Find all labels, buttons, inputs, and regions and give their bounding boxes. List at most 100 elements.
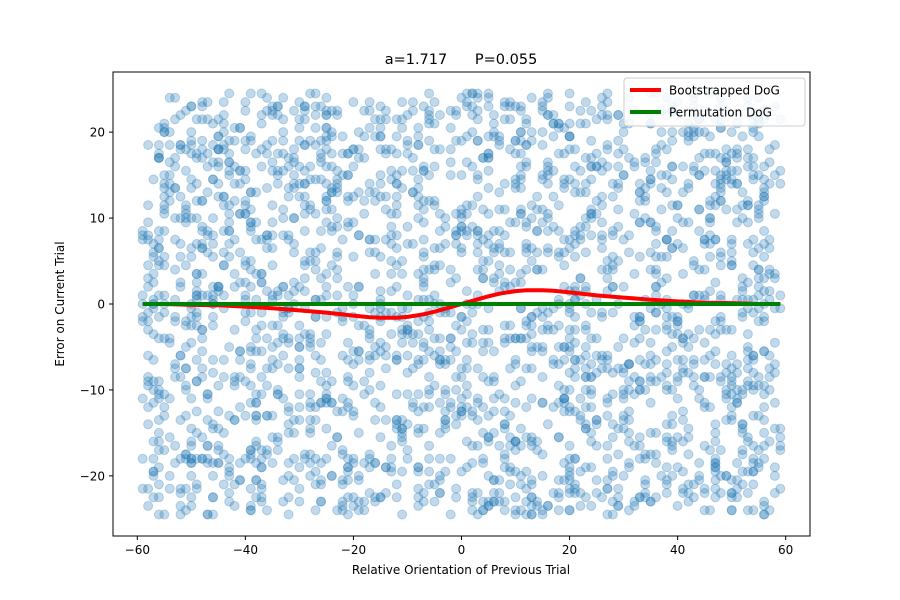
scatter-point (440, 238, 451, 249)
scatter-point (607, 509, 618, 520)
scatter-point (559, 178, 570, 189)
scatter-point (661, 234, 672, 245)
scatter-point (645, 427, 656, 438)
scatter-point (699, 165, 710, 176)
scatter-point (553, 492, 564, 503)
scatter-point (597, 92, 607, 103)
scatter-point (213, 281, 224, 292)
scatter-point (359, 376, 370, 387)
scatter-point (661, 359, 672, 370)
scatter-point (613, 492, 624, 503)
scatter-point (224, 226, 235, 236)
scatter-point (235, 475, 245, 486)
scatter-point (148, 466, 159, 477)
scatter-point (191, 114, 202, 125)
scatter-point (602, 273, 613, 284)
scatter-point (283, 152, 294, 163)
scatter-point (753, 204, 764, 215)
scatter-point (424, 389, 435, 400)
scatter-point (180, 449, 191, 460)
scatter-point (575, 230, 586, 241)
scatter-point (499, 423, 510, 434)
scatter-point (397, 436, 408, 447)
scatter-point (229, 268, 240, 279)
scatter-point (472, 226, 483, 236)
scatter-point (451, 492, 462, 503)
x-tick-label: −60 (125, 543, 150, 557)
scatter-point (721, 157, 732, 168)
scatter-point (478, 337, 489, 348)
scatter-point (418, 277, 429, 288)
scatter-point (645, 449, 656, 460)
scatter-point (143, 140, 154, 150)
scatter-point (764, 350, 775, 361)
scatter-point (732, 483, 743, 494)
scatter-point (283, 191, 294, 202)
scatter-point (721, 384, 732, 395)
scatter-point (235, 247, 245, 258)
scatter-point (769, 423, 780, 434)
scatter-point (748, 170, 759, 181)
scatter-point (332, 105, 343, 116)
scatter-point (262, 363, 272, 374)
scatter-point (586, 230, 597, 241)
scatter-point (456, 221, 467, 232)
scatter-point (153, 140, 164, 150)
scatter-point (278, 475, 289, 486)
scatter-point (364, 234, 375, 245)
scatter-point (715, 251, 726, 262)
scatter-point (148, 268, 159, 279)
scatter-point (256, 88, 267, 99)
scatter-point (526, 363, 537, 374)
scatter-point (597, 307, 607, 318)
scatter-point (559, 234, 570, 245)
scatter-point (153, 427, 164, 438)
scatter-point (602, 509, 613, 520)
scatter-point (526, 329, 537, 340)
scatter-point (661, 234, 672, 245)
scatter-point (235, 277, 245, 288)
scatter-point (542, 243, 553, 254)
scatter-point (564, 402, 575, 413)
scatter-point (143, 217, 154, 228)
scatter-point (364, 187, 375, 198)
scatter-point (445, 157, 456, 168)
scatter-point (170, 316, 181, 327)
scatter-point (597, 243, 607, 254)
scatter-point (618, 470, 629, 481)
scatter-point (197, 372, 208, 382)
scatter-point (726, 380, 737, 391)
scatter-point (267, 458, 278, 468)
scatter-point (732, 144, 743, 155)
scatter-point (488, 277, 499, 288)
scatter-point (721, 174, 732, 185)
scatter-point (305, 397, 316, 408)
scatter-point (229, 135, 240, 146)
scatter-point (191, 320, 202, 331)
scatter-point (310, 101, 321, 112)
scatter-point (564, 234, 575, 245)
scatter-point (321, 453, 332, 464)
scatter-point (683, 329, 694, 340)
scatter-point (586, 427, 597, 438)
scatter-point (472, 440, 483, 451)
scatter-point (332, 505, 343, 516)
scatter-point (613, 110, 624, 120)
scatter-point (326, 470, 337, 481)
scatter-point (402, 110, 413, 120)
scatter-point (153, 436, 164, 447)
scatter-point (267, 101, 278, 112)
scatter-point (229, 281, 240, 292)
scatter-point (418, 217, 429, 228)
scatter-point (515, 208, 526, 219)
scatter-point (321, 161, 332, 172)
scatter-point (478, 324, 489, 335)
scatter-point (510, 101, 521, 112)
scatter-point (515, 105, 526, 116)
scatter-point (559, 122, 570, 133)
scatter-point (386, 453, 397, 464)
scatter-point (726, 488, 737, 498)
scatter-point (570, 238, 580, 249)
scatter-point (645, 350, 656, 361)
scatter-point (170, 372, 181, 382)
